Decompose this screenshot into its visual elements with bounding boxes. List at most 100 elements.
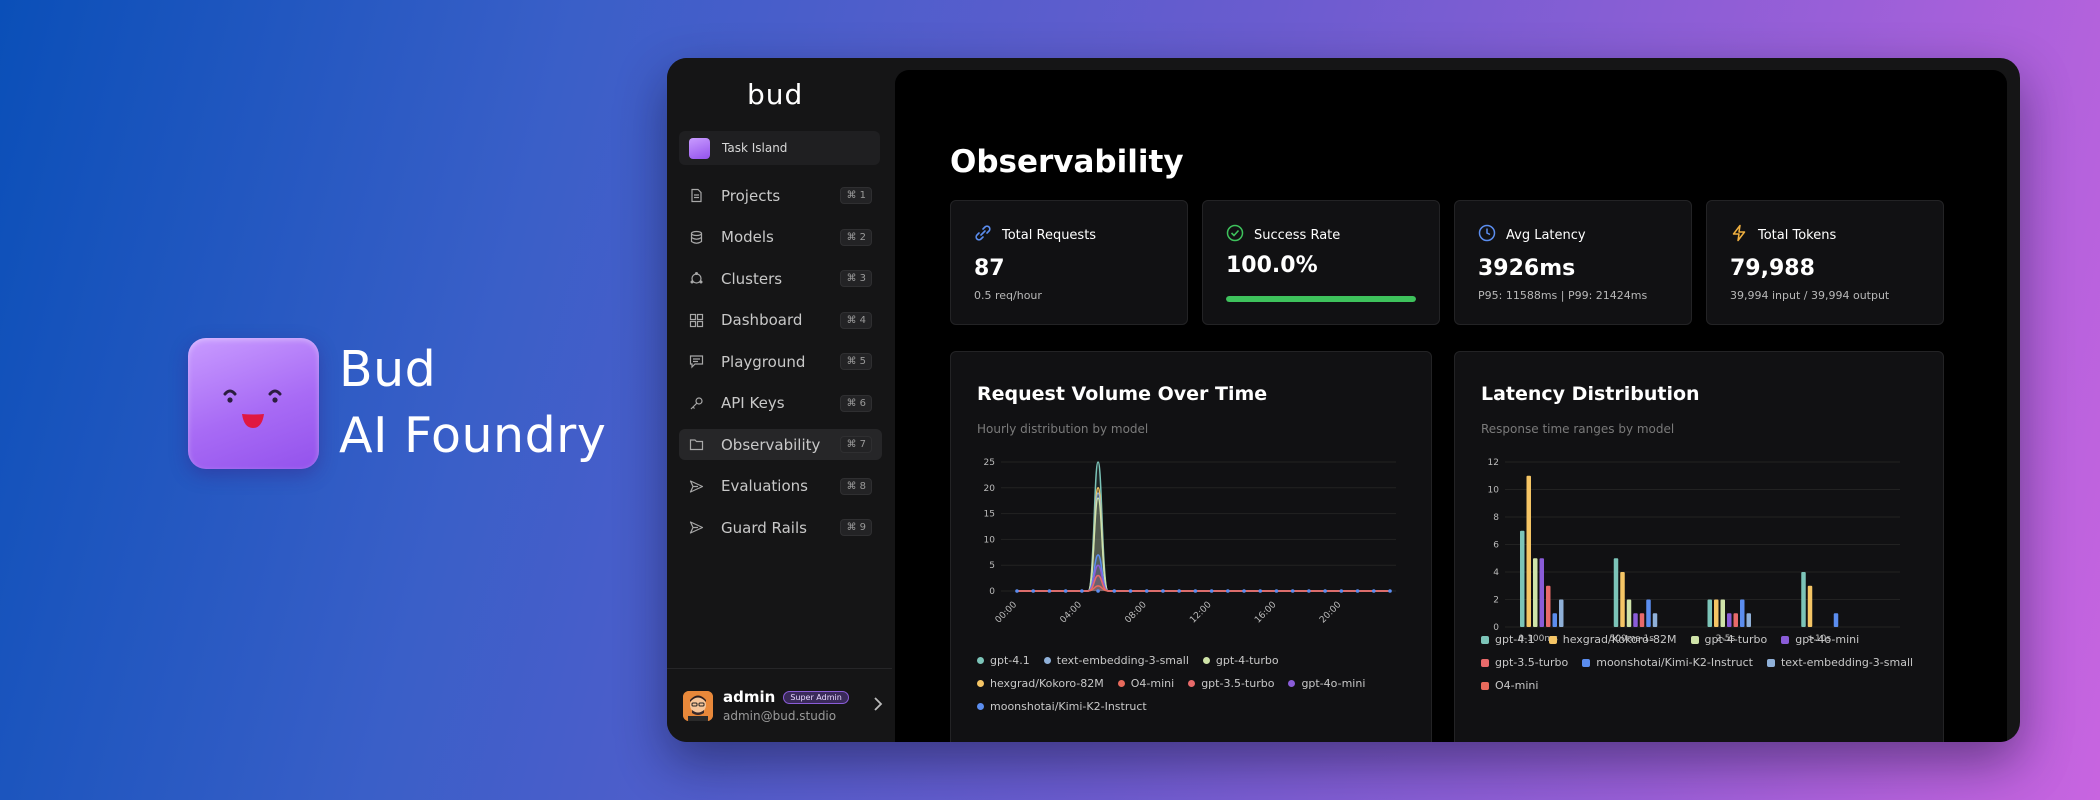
legend-item[interactable]: gpt-4-turbo — [1690, 633, 1767, 646]
stat-sub: 0.5 req/hour — [974, 289, 1042, 302]
stat-header: Total Requests — [974, 224, 1096, 246]
bar[interactable] — [1626, 599, 1632, 628]
user-email: admin@bud.studio — [723, 709, 837, 723]
legend-item[interactable]: hexgrad/Kokoro-82M — [1548, 633, 1677, 646]
bar[interactable] — [1740, 599, 1745, 628]
sidebar-logo[interactable]: bud — [747, 78, 804, 111]
bar[interactable] — [1552, 613, 1558, 627]
legend-item[interactable]: moonshotai/Kimi-K2-Instruct — [977, 700, 1147, 713]
legend-item[interactable]: O4-mini — [1481, 679, 1538, 692]
page-title: Observability — [950, 144, 1184, 180]
legend-item[interactable]: gpt-4.1 — [977, 654, 1030, 667]
sidebar-item-projects[interactable]: Projects ⌘ 1 — [679, 180, 882, 211]
sidebar-item-playground[interactable]: Playground ⌘ 5 — [679, 346, 882, 377]
x-tick-label: 2-5s — [1716, 634, 1736, 644]
shortcut-hint: ⌘ 1 — [840, 187, 872, 204]
bar[interactable] — [1613, 558, 1619, 627]
legend-item[interactable]: gpt-4o-mini — [1288, 677, 1365, 690]
user-name: admin — [723, 688, 776, 706]
x-tick-label: 08:00 — [1123, 600, 1149, 626]
avatar — [683, 690, 713, 721]
bar[interactable] — [1652, 613, 1658, 627]
legend-item[interactable]: gpt-4o-mini — [1781, 633, 1859, 646]
y-tick-label: 2 — [1493, 596, 1499, 606]
data-point — [1096, 589, 1100, 593]
user-name-row: admin Super Admin — [723, 688, 849, 706]
stat-header: Success Rate — [1226, 224, 1340, 246]
bar[interactable] — [1720, 599, 1726, 628]
database-icon — [689, 230, 704, 245]
chevron-right-icon[interactable] — [873, 696, 883, 715]
chart-card-latency: Latency Distribution Response time range… — [1454, 351, 1944, 742]
x-tick-label: 00:00 — [994, 600, 1020, 626]
chart-legend: gpt-4.1 text-embedding-3-small gpt-4-turbo… — [977, 654, 1407, 713]
user-profile[interactable]: admin Super Admin admin@bud.studio — [683, 688, 883, 723]
data-point — [1063, 589, 1068, 593]
bar[interactable] — [1526, 475, 1532, 627]
bar[interactable] — [1646, 599, 1651, 628]
sidebar-item-models[interactable]: Models ⌘ 2 — [679, 222, 882, 253]
sidebar-item-guard-rails[interactable]: Guard Rails ⌘ 9 — [679, 512, 882, 543]
legend-swatch — [977, 703, 984, 710]
bar[interactable] — [1620, 572, 1625, 627]
legend-swatch — [1548, 635, 1557, 644]
sidebar-item-label: Dashboard — [721, 311, 803, 329]
data-point — [1144, 589, 1149, 593]
success-progress-bar — [1226, 296, 1416, 302]
bar[interactable] — [1727, 613, 1732, 627]
sidebar-item-evaluations[interactable]: Evaluations ⌘ 8 — [679, 471, 882, 502]
send-icon — [689, 520, 704, 535]
sidebar-item-api-keys[interactable]: API Keys ⌘ 6 — [679, 388, 882, 419]
legend-label: moonshotai/Kimi-K2-Instruct — [990, 700, 1147, 713]
shortcut-hint: ⌘ 3 — [840, 270, 872, 287]
data-point — [1388, 589, 1392, 593]
bar[interactable] — [1546, 585, 1551, 627]
legend-item[interactable]: moonshotai/Kimi-K2-Instruct — [1582, 656, 1753, 669]
y-tick-label: 15 — [984, 510, 995, 520]
send-icon — [689, 479, 704, 494]
data-point — [1047, 589, 1052, 593]
sidebar-item-label: API Keys — [721, 394, 785, 412]
x-tick-label: 04:00 — [1059, 600, 1085, 626]
stat-label: Success Rate — [1254, 227, 1341, 243]
bar[interactable] — [1807, 585, 1813, 627]
sidebar-item-observability[interactable]: Observability ⌘ 7 — [679, 429, 882, 460]
bar[interactable] — [1733, 613, 1739, 627]
chart-card-request-volume: Request Volume Over Time Hourly distribu… — [950, 351, 1432, 742]
data-point — [1274, 589, 1279, 593]
y-tick-label: 0 — [989, 587, 995, 597]
data-point — [1307, 589, 1311, 593]
bar[interactable] — [1714, 599, 1719, 628]
data-point — [1161, 589, 1165, 593]
bar[interactable] — [1533, 558, 1538, 627]
data-point — [1209, 589, 1214, 593]
bud-logo-icon — [188, 337, 319, 469]
legend-item[interactable]: gpt-3.5-turbo — [1481, 656, 1568, 669]
grid-icon — [689, 313, 704, 328]
bar[interactable] — [1833, 613, 1839, 627]
series-area — [1017, 554, 1390, 592]
workspace-switcher[interactable]: Task Island — [679, 131, 880, 165]
bar[interactable] — [1633, 613, 1638, 627]
legend-item[interactable]: gpt-4-turbo — [1202, 654, 1279, 667]
bar[interactable] — [1746, 613, 1752, 627]
folder-icon — [689, 437, 704, 452]
legend-item[interactable]: text-embedding-3-small — [1043, 654, 1189, 667]
legend-item[interactable]: O4-mini — [1117, 677, 1174, 690]
brand-name: Bud — [339, 341, 437, 398]
bar[interactable] — [1539, 558, 1545, 627]
stat-sub: P95: 11588ms | P99: 21424ms — [1478, 289, 1648, 302]
legend-item[interactable]: gpt-4.1 — [1481, 633, 1535, 646]
sidebar-item-label: Observability — [721, 435, 821, 454]
bar[interactable] — [1801, 572, 1806, 627]
bar[interactable] — [1520, 530, 1525, 627]
legend-item[interactable]: gpt-3.5-turbo — [1188, 677, 1274, 690]
legend-item[interactable]: text-embedding-3-small — [1766, 656, 1913, 669]
legend-swatch — [1766, 658, 1775, 667]
bar[interactable] — [1707, 599, 1713, 628]
sidebar-item-dashboard[interactable]: Dashboard ⌘ 4 — [679, 305, 882, 336]
sidebar-item-clusters[interactable]: Clusters ⌘ 3 — [679, 263, 882, 294]
bar[interactable] — [1559, 599, 1564, 628]
legend-item[interactable]: hexgrad/Kokoro-82M — [977, 677, 1104, 690]
bar[interactable] — [1639, 613, 1645, 627]
